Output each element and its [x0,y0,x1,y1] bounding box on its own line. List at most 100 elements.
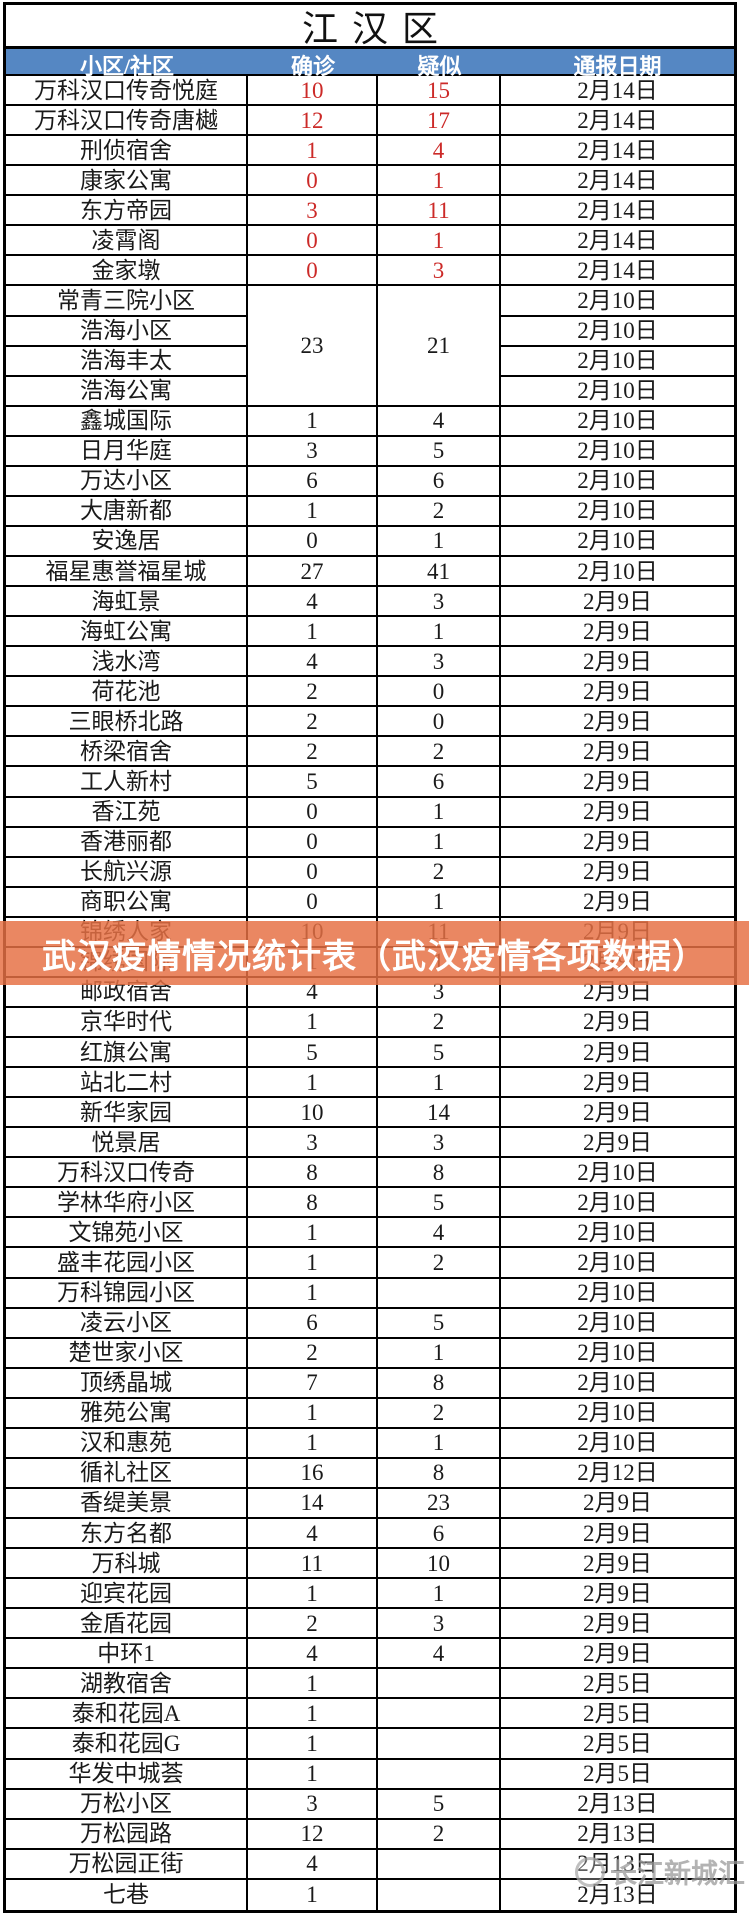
cell-date: 2月9日 [501,587,734,618]
cell-community: 华发中城荟 [6,1759,248,1790]
cell-confirmed: 1 [248,1729,378,1760]
cell-community: 文锦苑小区 [6,1218,248,1249]
cell-confirmed: 10 [248,76,378,107]
cell-date: 2月10日 [501,527,734,557]
cell-date: 2月9日 [501,1609,734,1640]
cell-community: 常青三院小区 [6,286,248,317]
cell-date: 2月9日 [501,647,734,678]
cell-date: 2月10日 [501,1279,734,1309]
data-grid: 万科汉口传奇悦庭 10 15 2月14日 万科汉口传奇唐樾 12 17 2月14日 刑侦宿舍 1 4… [6,76,734,1910]
cell-community: 万达小区 [6,466,248,497]
cell-community: 站北二村 [6,1068,248,1099]
cell-confirmed: 2 [248,737,378,768]
cell-confirmed: 3 [248,196,378,227]
header-cell-confirmed: 确诊 [290,54,335,79]
cell-date: 2月14日 [501,196,734,227]
cell-confirmed: 11 [248,1549,378,1580]
cell-confirmed: 8 [248,1158,378,1189]
watermark-logo-icon [575,1856,605,1887]
cell-date: 2月9日 [501,978,734,1008]
cell-confirmed: 1 [248,1428,378,1459]
cell-community: 香江苑 [6,797,248,828]
cell-confirmed: 3 [248,1128,378,1159]
cell-community: 新华家园 [6,1098,248,1129]
cell-date: 2月10日 [501,1158,734,1189]
cell-suspected: 5 [378,1038,501,1069]
cell-suspected: 3 [378,1128,501,1159]
cell-date: 2月10日 [501,407,734,437]
cell-confirmed: 1 [248,1579,378,1610]
cell-confirmed: 0 [248,797,378,828]
cell-community: 红旗公寓 [6,1038,248,1069]
cell-date: 2月14日 [501,226,734,257]
cell-community: 万松园正街 [6,1849,248,1880]
cell-confirmed: 1 [248,1699,378,1730]
cell-suspected: 2 [378,1248,501,1279]
cell-date: 2月9日 [501,1489,734,1519]
cell-suspected: 1 [378,1428,501,1459]
cell-date: 2月9日 [501,1038,734,1069]
cell-suspected: 14 [378,1098,501,1129]
cell-community: 顶绣晶城 [6,1368,248,1399]
cell-confirmed: 1 [248,1068,378,1099]
cell-community: 工人新村 [6,767,248,798]
cell-confirmed: 1 [248,406,378,437]
cell-suspected: 2 [378,1819,501,1850]
cell-community: 浩海丰太 [6,346,248,377]
cell-suspected: 8 [378,1158,501,1189]
cell-confirmed: 1 [248,1278,378,1309]
cell-community: 福星惠誉福星城 [6,557,248,588]
cell-suspected: 5 [378,1188,501,1219]
cell-confirmed: 12 [248,106,378,137]
cell-confirmed: 1 [248,1879,378,1910]
cell-date: 2月10日 [501,497,734,527]
cell-confirmed: 7 [248,1368,378,1399]
cell-confirmed: 2 [248,1609,378,1640]
cell-suspected: 2 [378,1007,501,1038]
cell-community: 循礼社区 [6,1458,248,1489]
cell-community: 京华时代 [6,1007,248,1038]
cell-confirmed: 0 [248,887,378,918]
cell-suspected-merged: 21 [378,286,501,407]
cell-suspected: 5 [378,436,501,467]
cell-suspected [378,1278,501,1309]
cell-suspected: 1 [378,797,501,828]
cell-community: 万科汉口传奇 [6,1158,248,1189]
cell-community: 凌云小区 [6,1308,248,1339]
cell-confirmed: 5 [248,767,378,798]
cell-confirmed-merged: 23 [248,286,378,407]
cell-date: 2月9日 [501,767,734,798]
cell-date: 2月5日 [501,1729,734,1760]
cell-suspected [378,1699,501,1730]
cell-community: 海虹景 [6,587,248,618]
cell-suspected: 3 [378,256,501,287]
cell-confirmed: 1 [248,1007,378,1038]
cell-confirmed: 0 [248,226,378,257]
cell-community: 刑侦宿舍 [6,136,248,167]
cell-confirmed: 2 [248,707,378,738]
cell-date: 2月5日 [501,1760,734,1790]
cell-community: 商职公寓 [6,887,248,918]
cell-community: 三眼桥北路 [6,707,248,738]
cell-confirmed: 0 [248,166,378,197]
cell-suspected: 1 [378,226,501,257]
cell-confirmed: 16 [248,1458,378,1489]
cell-community: 长航兴源 [6,857,248,888]
cell-suspected: 2 [378,496,501,527]
cell-confirmed: 4 [248,647,378,678]
cell-date: 2月9日 [501,1128,734,1159]
cell-date: 2月9日 [501,1008,734,1038]
cell-suspected: 5 [378,1308,501,1339]
cell-date: 2月10日 [501,437,734,467]
cell-community: 日月华庭 [6,436,248,467]
cell-suspected: 1 [378,827,501,858]
cell-date: 2月10日 [501,1188,734,1219]
cell-community: 悦景居 [6,1128,248,1159]
cell-suspected: 1 [378,887,501,918]
cell-date: 2月9日 [501,858,734,888]
cell-community: 邮政宿舍 [6,977,248,1008]
cell-confirmed: 0 [248,857,378,888]
header-cell-report-date: 通报日期 [573,54,662,79]
cell-confirmed: 1 [248,1669,378,1700]
cell-suspected: 23 [378,1488,501,1519]
